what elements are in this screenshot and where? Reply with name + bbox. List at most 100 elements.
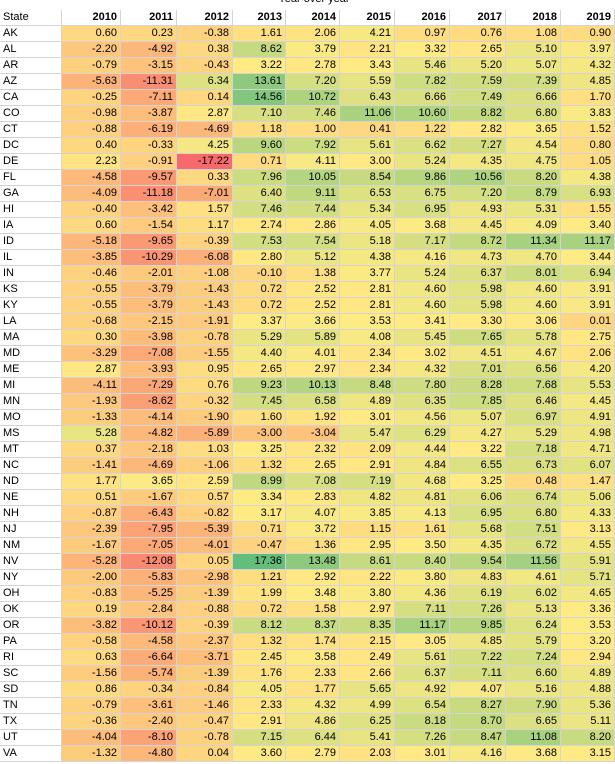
value-cell: -1.43 xyxy=(177,282,233,298)
state-cell: CO xyxy=(0,106,62,122)
value-cell: -2.98 xyxy=(177,570,233,586)
value-cell: 5.12 xyxy=(286,250,340,266)
value-cell: 0.41 xyxy=(340,122,395,138)
value-cell: -1.32 xyxy=(62,746,121,762)
value-cell: 5.24 xyxy=(395,266,450,282)
value-cell: 0.72 xyxy=(233,282,286,298)
value-cell: -6.19 xyxy=(121,122,177,138)
value-cell: 5.29 xyxy=(233,330,286,346)
value-cell: 6.56 xyxy=(506,362,561,378)
value-cell: 3.79 xyxy=(286,42,340,58)
header-cell: 2014 xyxy=(286,10,340,26)
header-cell: 2017 xyxy=(450,10,506,26)
value-cell: -3.71 xyxy=(177,650,233,666)
value-cell: -0.58 xyxy=(62,634,121,650)
value-cell: 6.44 xyxy=(286,730,340,746)
value-cell: 3.25 xyxy=(233,442,286,458)
value-cell: 0.57 xyxy=(177,490,233,506)
value-cell: 6.73 xyxy=(506,458,561,474)
value-cell: 3.13 xyxy=(561,522,615,538)
state-cell: ME xyxy=(0,362,62,378)
state-cell: KS xyxy=(0,282,62,298)
value-cell: 1.76 xyxy=(233,666,286,682)
value-cell: 3.22 xyxy=(233,58,286,74)
value-cell: -3.29 xyxy=(62,346,121,362)
state-cell: NC xyxy=(0,458,62,474)
value-cell: 1.52 xyxy=(561,122,615,138)
value-cell: 7.46 xyxy=(286,106,340,122)
value-cell: -3.93 xyxy=(121,362,177,378)
value-cell: 3.85 xyxy=(340,506,395,522)
value-cell: 0.80 xyxy=(561,138,615,154)
value-cell: 10.13 xyxy=(286,378,340,394)
value-cell: -4.58 xyxy=(62,170,121,186)
value-cell: 4.07 xyxy=(450,682,506,698)
value-cell: -3.61 xyxy=(121,698,177,714)
value-cell: -4.92 xyxy=(121,42,177,58)
value-cell: 8.48 xyxy=(340,378,395,394)
value-cell: 6.37 xyxy=(450,266,506,282)
value-cell: 3.91 xyxy=(561,298,615,314)
value-cell: 1.21 xyxy=(233,570,286,586)
value-cell: -1.39 xyxy=(177,666,233,682)
value-cell: 6.35 xyxy=(395,394,450,410)
value-cell: 0.71 xyxy=(233,154,286,170)
value-cell: 7.26 xyxy=(395,730,450,746)
state-cell: State xyxy=(0,10,62,26)
value-cell: -8.10 xyxy=(121,730,177,746)
state-cell: TX xyxy=(0,714,62,730)
value-cell: 5.45 xyxy=(395,330,450,346)
value-cell: 2.52 xyxy=(286,298,340,314)
value-cell: 7.26 xyxy=(450,602,506,618)
value-cell: -8.62 xyxy=(121,394,177,410)
value-cell: 0.30 xyxy=(62,330,121,346)
value-cell: 0.37 xyxy=(62,442,121,458)
value-cell: 0.48 xyxy=(506,474,561,490)
value-cell: 0.19 xyxy=(62,602,121,618)
value-cell: 4.16 xyxy=(450,746,506,762)
value-cell: 2.21 xyxy=(340,42,395,58)
value-cell: 2.66 xyxy=(340,666,395,682)
value-cell: -1.08 xyxy=(177,266,233,282)
state-cell: AZ xyxy=(0,74,62,90)
value-cell: -5.39 xyxy=(177,522,233,538)
value-cell: -4.11 xyxy=(62,378,121,394)
value-cell: 1.70 xyxy=(561,90,615,106)
value-cell: -1.54 xyxy=(121,218,177,234)
value-cell: 6.62 xyxy=(395,138,450,154)
header-cell: 2012 xyxy=(177,10,233,26)
value-cell: 3.65 xyxy=(121,474,177,490)
value-cell: 4.51 xyxy=(450,346,506,362)
value-cell: 7.90 xyxy=(506,698,561,714)
value-cell: 3.01 xyxy=(395,746,450,762)
value-cell: -3.98 xyxy=(121,330,177,346)
value-cell: 1.55 xyxy=(561,202,615,218)
state-cell: LA xyxy=(0,314,62,330)
value-cell: -0.83 xyxy=(62,586,121,602)
value-cell: 4.82 xyxy=(340,490,395,506)
state-cell: SD xyxy=(0,682,62,698)
state-cell: RI xyxy=(0,650,62,666)
sheet-title: Year over year xyxy=(233,0,395,5)
value-cell: 6.74 xyxy=(506,490,561,506)
value-cell: 0.51 xyxy=(62,490,121,506)
value-cell: 5.53 xyxy=(561,378,615,394)
value-cell: 0.95 xyxy=(177,362,233,378)
value-cell: -0.39 xyxy=(177,234,233,250)
value-cell: 3.43 xyxy=(340,58,395,74)
value-cell: 3.68 xyxy=(395,218,450,234)
value-cell: 4.84 xyxy=(395,458,450,474)
value-cell: 5.29 xyxy=(506,426,561,442)
value-cell: 7.08 xyxy=(286,474,340,490)
value-cell: -0.36 xyxy=(62,714,121,730)
state-cell: MD xyxy=(0,346,62,362)
value-cell: 3.48 xyxy=(286,586,340,602)
state-cell: ND xyxy=(0,474,62,490)
value-cell: -0.25 xyxy=(62,90,121,106)
value-cell: 6.95 xyxy=(450,506,506,522)
value-cell: -2.20 xyxy=(62,42,121,58)
state-cell: SC xyxy=(0,666,62,682)
value-cell: 2.09 xyxy=(340,442,395,458)
value-cell: 7.51 xyxy=(506,522,561,538)
header-cell: 2010 xyxy=(62,10,121,26)
